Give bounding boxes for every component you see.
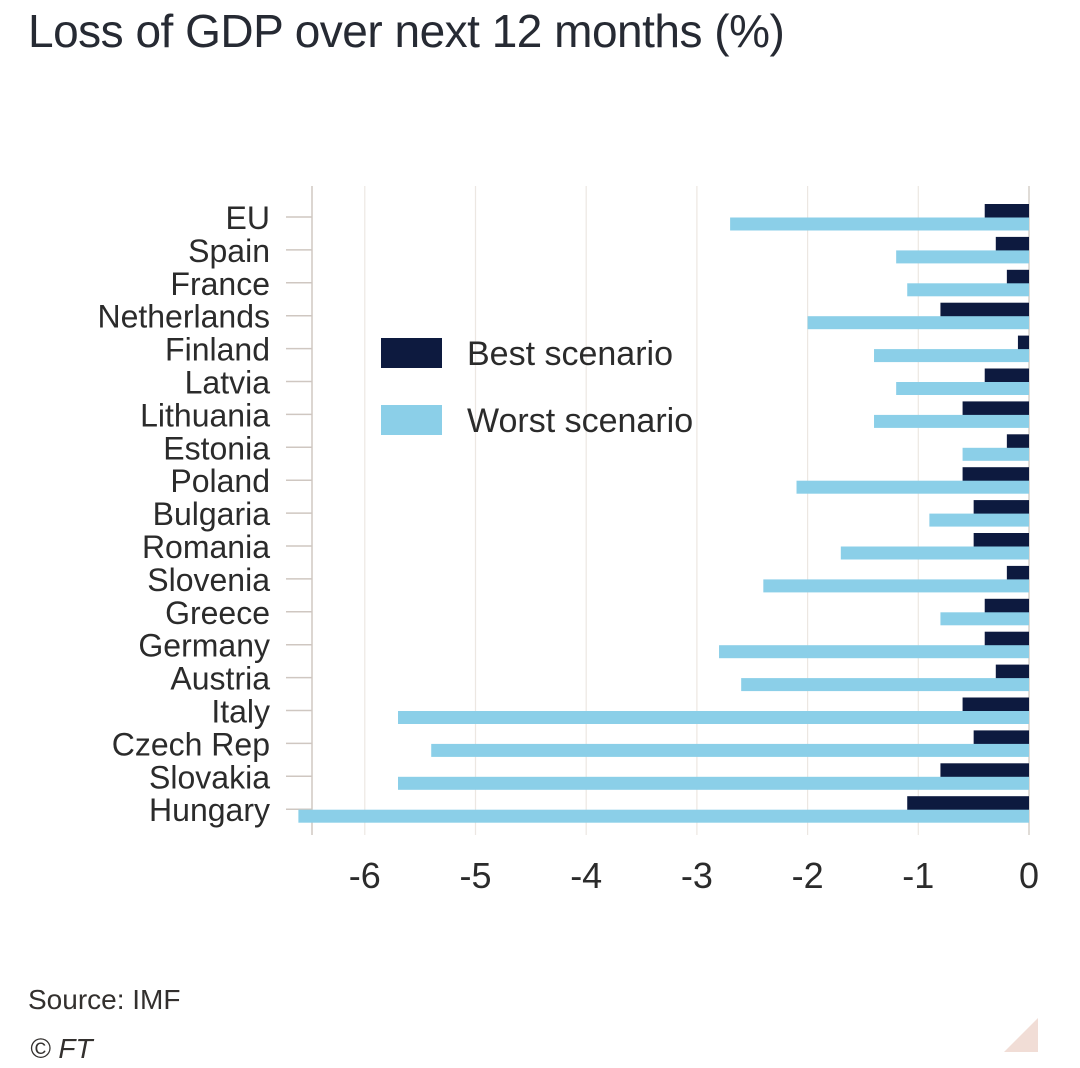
- bar-best-germany: [984, 631, 1029, 646]
- bar-best-bulgaria: [973, 500, 1029, 515]
- bar-worst-germany: [719, 645, 1029, 659]
- y-tick-label: Poland: [170, 463, 270, 499]
- bar-best-hungary: [907, 796, 1029, 811]
- bar-best-france: [1006, 269, 1029, 284]
- bar-worst-slovenia: [763, 579, 1029, 593]
- bar-best-netherlands: [940, 302, 1029, 317]
- y-tick-label: Slovakia: [149, 759, 270, 795]
- bar-worst-greece: [940, 612, 1029, 626]
- bar-best-eu: [984, 204, 1029, 218]
- bar-worst-france: [907, 283, 1029, 297]
- y-tick-label: Romania: [142, 529, 270, 565]
- y-tick-label: Slovenia: [147, 562, 270, 598]
- y-tick-label: Finland: [165, 332, 270, 368]
- legend-swatch-1: [381, 405, 442, 435]
- bar-best-poland: [962, 467, 1029, 482]
- y-tick-label: Austria: [170, 661, 270, 697]
- bar-worst-austria: [741, 678, 1029, 692]
- bar-worst-romania: [840, 546, 1029, 560]
- x-tick-label: -2: [792, 855, 824, 896]
- bar-best-spain: [995, 236, 1029, 251]
- bar-best-slovenia: [1006, 565, 1029, 580]
- legend-label-1: Worst scenario: [467, 402, 693, 440]
- bar-worst-latvia: [896, 382, 1029, 395]
- x-tick-label: -1: [902, 855, 934, 896]
- bar-worst-spain: [896, 250, 1029, 264]
- y-tick-label: Lithuania: [140, 397, 270, 433]
- bar-worst-slovakia: [398, 776, 1029, 790]
- y-tick-label: Greece: [165, 595, 270, 631]
- bar-worst-netherlands: [807, 316, 1029, 330]
- bar-worst-finland: [874, 349, 1029, 363]
- source-note: Source: IMF: [28, 984, 181, 1015]
- bar-worst-czech-rep: [431, 743, 1030, 757]
- x-tick-label: -6: [349, 855, 381, 896]
- y-tick-label: Latvia: [185, 365, 271, 401]
- bar-best-estonia: [1006, 434, 1029, 449]
- bar-best-finland: [1017, 335, 1029, 350]
- copyright-note: © FT: [30, 1033, 93, 1064]
- y-tick-label: Netherlands: [97, 299, 270, 335]
- corner-fold-icon: [1004, 1018, 1038, 1052]
- bar-best-lithuania: [962, 401, 1029, 416]
- legend-label-0: Best scenario: [467, 335, 673, 373]
- y-tick-label: Hungary: [149, 792, 270, 828]
- bar-best-latvia: [984, 368, 1029, 383]
- bar-best-czech-rep: [973, 730, 1029, 745]
- y-tick-label: Estonia: [163, 430, 270, 466]
- bar-best-austria: [995, 664, 1029, 679]
- y-tick-label: France: [170, 266, 270, 302]
- bar-best-romania: [973, 533, 1029, 547]
- x-tick-label: 0: [1019, 855, 1039, 896]
- legend-swatch-0: [381, 338, 442, 368]
- y-tick-label: Germany: [138, 628, 270, 664]
- bar-worst-poland: [796, 480, 1029, 494]
- bar-worst-eu: [730, 217, 1029, 231]
- y-tick-label: EU: [226, 200, 270, 236]
- y-tick-label: Spain: [188, 233, 270, 269]
- bar-worst-italy: [398, 711, 1029, 724]
- bar-worst-hungary: [298, 809, 1029, 823]
- bar-best-greece: [984, 598, 1029, 613]
- x-tick-label: -5: [459, 855, 491, 896]
- chart-title: Loss of GDP over next 12 months (%): [28, 5, 785, 57]
- bar-chart: EUSpainFranceNetherlandsFinlandLatviaLit…: [97, 186, 1039, 896]
- y-tick-label: Bulgaria: [153, 496, 271, 532]
- bar-worst-lithuania: [874, 414, 1029, 428]
- y-tick-label: Italy: [211, 694, 270, 730]
- x-tick-label: -4: [570, 855, 602, 896]
- y-tick-label: Czech Rep: [112, 726, 270, 762]
- bar-best-italy: [962, 697, 1029, 712]
- bar-best-slovakia: [940, 763, 1029, 778]
- x-tick-label: -3: [681, 855, 713, 896]
- bar-worst-estonia: [962, 447, 1029, 461]
- bar-worst-bulgaria: [929, 513, 1029, 527]
